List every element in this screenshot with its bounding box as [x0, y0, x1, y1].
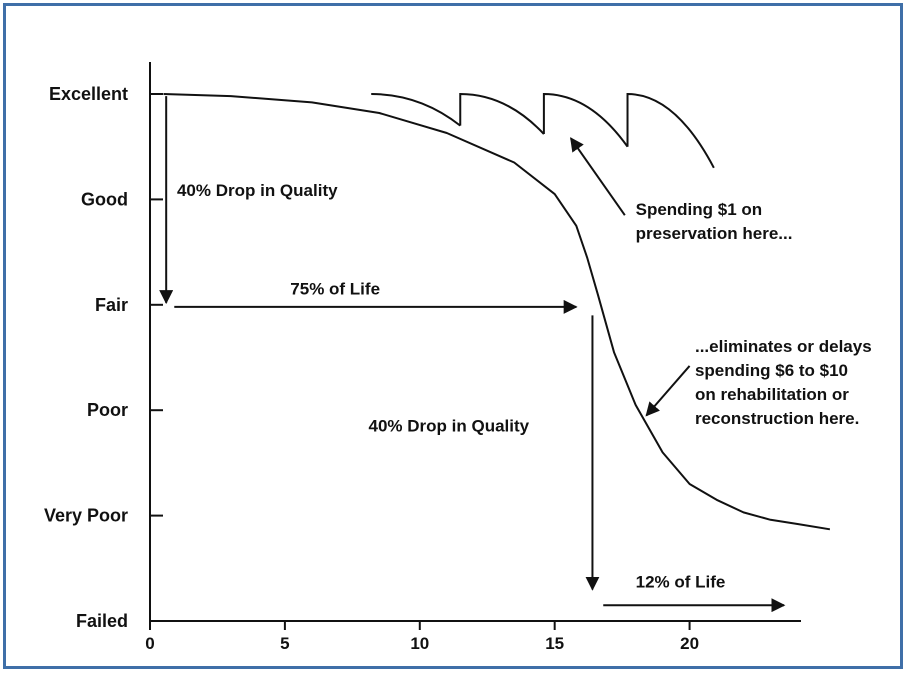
y-tick-label: Good — [81, 189, 128, 209]
annotation-label-line: reconstruction here. — [695, 409, 859, 428]
y-tick-label: Fair — [95, 295, 128, 315]
x-tick-label: 10 — [410, 634, 429, 653]
y-tick-label: Poor — [87, 400, 128, 420]
preservation-segment — [626, 92, 715, 169]
preservation-segment — [542, 92, 629, 148]
annotation-arrow — [645, 365, 691, 417]
x-tick-label: 20 — [680, 634, 699, 653]
chart-frame: Excellent Good Fair Poor Very Poor Failed 0 5 1… — [3, 3, 903, 669]
x-tick-label: 0 — [145, 634, 154, 653]
annotation-label: 75% of Life — [290, 279, 380, 298]
pavement-lifecycle-chart: Excellent Good Fair Poor Very Poor Failed 0 5 1… — [44, 62, 872, 653]
annotations: 40% Drop in Quality 75% of Life 40% Drop i… — [159, 96, 872, 613]
annotation-label: 40% Drop in Quality — [369, 416, 530, 435]
axes — [149, 62, 801, 630]
deterioration-curve — [163, 93, 831, 531]
annotation-label: 40% Drop in Quality — [177, 181, 338, 200]
annotation-arrow — [570, 137, 626, 216]
annotation-label-line: Spending $1 on — [636, 200, 763, 219]
annotation-label: 12% of Life — [636, 572, 726, 591]
y-tick-label: Failed — [76, 611, 128, 631]
series-group — [163, 92, 831, 531]
x-axis-labels: 0 5 10 15 20 — [145, 634, 699, 653]
x-tick-label: 15 — [545, 634, 564, 653]
x-tick-label: 5 — [280, 634, 289, 653]
annotation-label-line: ...eliminates or delays — [695, 337, 872, 356]
y-tick-label: Excellent — [49, 84, 128, 104]
annotation-label-line: spending $6 to $10 — [695, 361, 848, 380]
preservation-segment — [459, 92, 545, 135]
annotation-label-line: preservation here... — [636, 224, 793, 243]
annotation-label-line: on rehabilitation or — [695, 385, 849, 404]
y-axis-labels: Excellent Good Fair Poor Very Poor Failed — [44, 84, 128, 631]
preservation-segment — [371, 93, 461, 127]
y-tick-label: Very Poor — [44, 506, 128, 526]
